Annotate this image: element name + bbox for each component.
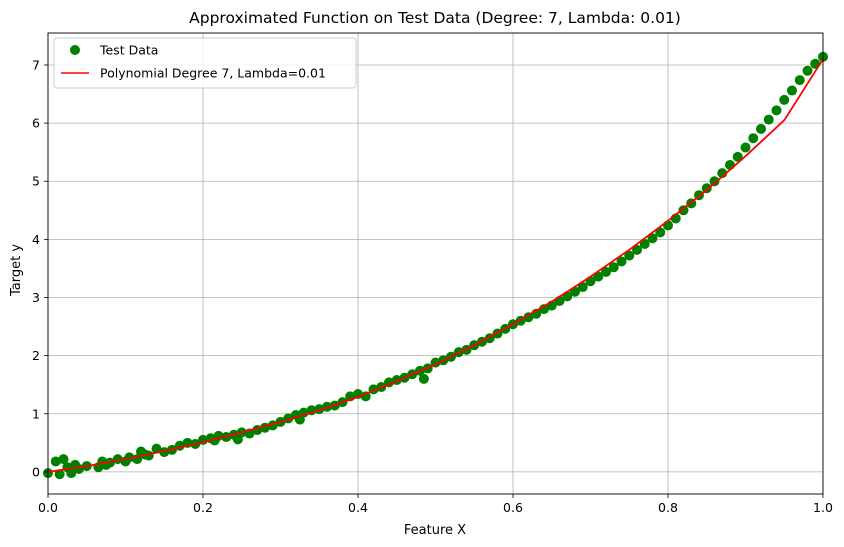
- scatter-point: [523, 312, 534, 323]
- scatter-point: [802, 65, 813, 76]
- scatter-point: [678, 205, 689, 216]
- y-tick-label: 0: [32, 464, 40, 479]
- plot-area: [48, 33, 823, 494]
- scatter-point: [701, 183, 712, 194]
- scatter-point: [763, 114, 774, 125]
- scatter-point: [608, 262, 619, 273]
- scatter-point: [794, 75, 805, 86]
- scatter-point: [632, 244, 642, 255]
- x-tick-label: 0.0: [38, 500, 58, 515]
- scatter-point: [58, 454, 69, 465]
- x-axis-title: Feature X: [404, 523, 466, 538]
- scatter-point: [771, 105, 782, 116]
- legend-marker-test-data: [70, 45, 80, 55]
- legend-label-polynomial: Polynomial Degree 7, Lambda=0.01: [100, 66, 326, 81]
- scatter-point: [418, 373, 429, 384]
- y-tick-label: 3: [32, 290, 40, 305]
- x-tick-label: 0.8: [658, 500, 678, 515]
- plot-frame: [47, 32, 824, 495]
- scatter-point: [66, 468, 77, 479]
- x-tick-label: 1.0: [813, 500, 833, 515]
- scatter-point: [779, 94, 790, 105]
- scatter-point: [709, 176, 720, 187]
- legend-label-test-data: Test Data: [99, 43, 158, 58]
- scatter-point: [787, 85, 797, 96]
- scatter-point: [50, 456, 61, 467]
- scatter-point: [756, 123, 766, 134]
- y-axis-title: Target y: [9, 244, 24, 297]
- scatter-point: [593, 271, 604, 282]
- scatter-point: [732, 151, 743, 162]
- scatter-point: [740, 142, 751, 153]
- y-tick-label: 1: [32, 406, 40, 421]
- scatter-point: [624, 250, 635, 261]
- y-tick-label: 4: [32, 232, 40, 247]
- x-tick-label: 0.4: [348, 500, 368, 515]
- scatter-point: [54, 469, 65, 480]
- scatter-point: [725, 159, 735, 170]
- x-tick-label: 0.6: [503, 500, 523, 515]
- scatter-point: [717, 168, 728, 179]
- y-tick-label: 7: [32, 57, 40, 72]
- legend: Test Data Polynomial Degree 7, Lambda=0.…: [53, 37, 357, 89]
- y-tick-label: 5: [32, 174, 40, 189]
- y-tick-label: 2: [32, 348, 40, 363]
- polynomial-fit-line: [47, 58, 824, 473]
- scatter-point: [616, 256, 627, 267]
- data-layer: [43, 51, 828, 480]
- grid: [47, 33, 824, 494]
- y-tick-label: 6: [32, 116, 40, 131]
- scatter-point: [655, 227, 666, 238]
- scatter-point: [647, 233, 658, 244]
- scatter-point: [577, 282, 588, 293]
- x-tick-label: 0.2: [193, 500, 213, 515]
- axis-ticks: 0.0 0.2 0.4 0.6 0.8 1.0 0 1 2 3 4 5 6 7: [32, 57, 833, 515]
- legend-box: [53, 37, 357, 89]
- scatter-point: [151, 443, 162, 454]
- chart-title: Approximated Function on Test Data (Degr…: [189, 9, 681, 27]
- scatter-point: [601, 266, 611, 277]
- scatter-point: [639, 239, 650, 250]
- scatter-point: [748, 133, 759, 144]
